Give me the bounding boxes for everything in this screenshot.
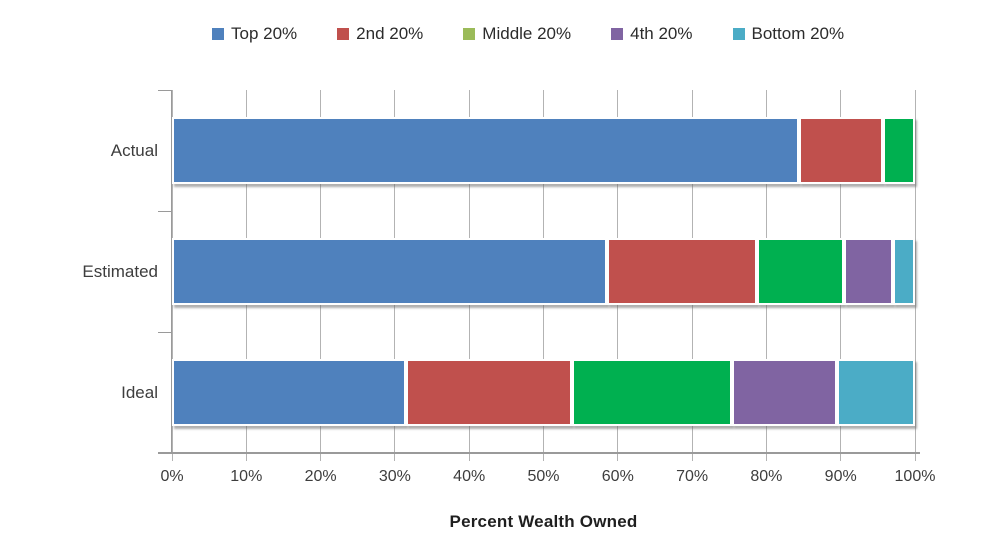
legend-label-2nd-20: 2nd 20%	[356, 24, 424, 43]
segment-ideal-middle-20	[571, 359, 733, 426]
gridline-100	[914, 90, 916, 461]
category-label-ideal: Ideal	[121, 382, 158, 402]
legend-item-top-20: Top 20%	[212, 24, 297, 44]
legend-item-2nd-20: 2nd 20%	[337, 24, 423, 44]
category-label-estimated: Estimated	[82, 261, 158, 281]
segment-estimated-top-20	[172, 238, 607, 305]
segment-ideal-bottom-20	[836, 359, 915, 426]
x-axis-tick-labels: 0% 10% 20% 30% 40% 50% 60% 70% 80% 90% 100%	[160, 468, 935, 490]
x-tick-label-30: 30%	[378, 468, 411, 485]
category-axis-tick	[158, 332, 172, 333]
segment-estimated-2nd-20	[606, 238, 757, 305]
x-tick-label-20: 20%	[304, 468, 337, 485]
legend-label-top-20: Top 20%	[231, 24, 298, 43]
category-axis-tick	[158, 211, 172, 212]
x-tick-label-40: 40%	[453, 468, 486, 485]
legend-swatch-2nd-20-icon	[337, 28, 350, 40]
category-axis-tick	[158, 90, 172, 91]
x-axis-line	[158, 452, 920, 454]
legend: Top 20% 2nd 20% Middle 20% 4th 20% Bottom 20…	[212, 22, 844, 46]
x-tick-label-90: 90%	[824, 468, 857, 485]
segment-ideal-4th-20	[732, 359, 837, 426]
legend-item-4th-20: 4th 20%	[611, 24, 693, 44]
x-tick-label-60: 60%	[601, 468, 634, 485]
legend-label-bottom-20: Bottom 20%	[751, 24, 845, 43]
x-tick-label-50: 50%	[527, 468, 560, 485]
legend-item-bottom-20: Bottom 20%	[732, 24, 845, 44]
segment-ideal-2nd-20	[406, 359, 572, 426]
segment-actual-2nd-20	[799, 117, 884, 184]
legend-item-middle-20: Middle 20%	[463, 24, 571, 44]
segment-actual-top-20	[172, 117, 800, 184]
x-tick-label-80: 80%	[750, 468, 783, 485]
legend-swatch-top-20-icon	[212, 28, 224, 40]
bar-estimated	[172, 238, 915, 305]
x-tick-label-0: 0%	[160, 468, 184, 485]
legend-swatch-middle-20-icon	[463, 28, 476, 40]
segment-actual-middle-20	[883, 117, 915, 184]
category-label-actual: Actual	[110, 140, 158, 160]
segment-ideal-top-20	[172, 359, 407, 426]
legend-swatch-4th-20-icon	[611, 28, 624, 40]
segment-estimated-4th-20	[844, 238, 893, 305]
segment-estimated-bottom-20	[892, 238, 915, 305]
legend-label-middle-20: Middle 20%	[482, 24, 572, 43]
segment-estimated-middle-20	[756, 238, 845, 305]
bar-ideal	[172, 359, 915, 426]
x-tick-label-100: 100%	[894, 468, 936, 485]
legend-swatch-bottom-20-icon	[732, 28, 745, 40]
legend-label-4th-20: 4th 20%	[630, 24, 693, 43]
x-tick-label-10: 10%	[230, 468, 263, 485]
bar-actual	[172, 117, 915, 184]
x-tick-label-70: 70%	[676, 468, 709, 485]
x-axis-title: Percent Wealth Owned	[449, 512, 638, 531]
plot-area	[158, 90, 916, 461]
